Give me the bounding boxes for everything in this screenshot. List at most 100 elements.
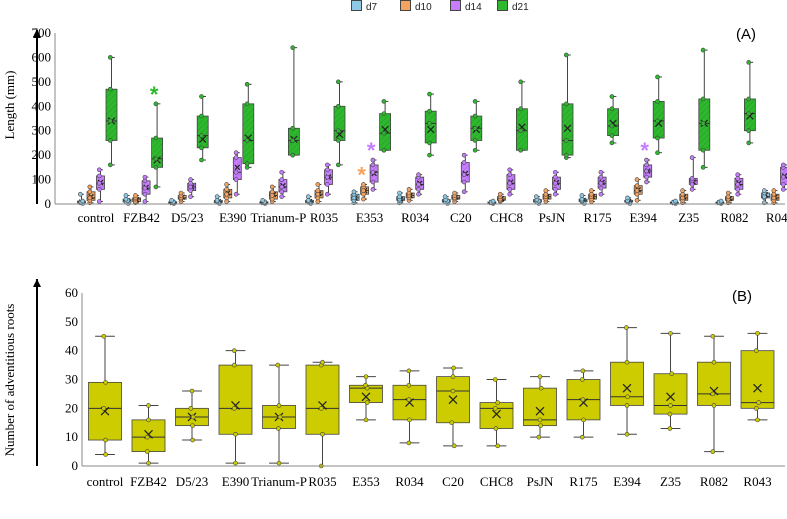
data-point [644, 162, 649, 168]
legend-label: d7 [366, 2, 378, 13]
data-point [97, 167, 102, 173]
data-point [461, 172, 467, 177]
data-point [381, 130, 387, 136]
data-point [552, 169, 558, 175]
data-point [507, 167, 513, 173]
data-point [416, 182, 421, 187]
box-iqr [740, 350, 775, 409]
data-point [689, 155, 695, 160]
box-d14-r175 [597, 169, 607, 197]
data-point [735, 191, 741, 197]
x-tick-label: control [87, 474, 124, 489]
data-point [153, 101, 159, 107]
data-point [145, 449, 150, 454]
box-iqr [561, 103, 574, 156]
data-point [335, 162, 341, 168]
data-point [97, 199, 102, 204]
data-point [581, 417, 586, 423]
data-point [492, 377, 498, 382]
data-point [624, 325, 629, 330]
box-d7-z35 [669, 198, 679, 206]
x-tick-label: E390 [222, 474, 249, 489]
box-d14-e353 [369, 157, 379, 192]
box-r175 [566, 368, 601, 440]
data-point [232, 362, 237, 368]
data-point [700, 147, 706, 153]
box-d14-psjn [552, 169, 561, 197]
data-point [753, 406, 759, 411]
box-iqr [305, 364, 340, 435]
y-tick-label: 500 [32, 74, 52, 89]
box-d7-r043 [761, 188, 770, 206]
legend-label: d14 [465, 2, 482, 13]
box-d7-r035 [305, 194, 314, 206]
data-point [598, 180, 604, 186]
y-tick-label: 100 [32, 172, 52, 187]
data-point [609, 123, 615, 129]
data-point [624, 431, 630, 437]
y-tick-label: 300 [32, 123, 52, 138]
box-d10-r035 [314, 182, 324, 204]
data-point [461, 189, 467, 195]
data-point [324, 162, 330, 168]
box-iqr [460, 162, 470, 183]
data-point [108, 86, 113, 92]
data-point [780, 182, 786, 187]
data-point [324, 182, 330, 187]
data-point [108, 55, 113, 60]
box-z35 [653, 331, 688, 431]
mean-marker [535, 406, 545, 416]
data-point [552, 180, 558, 186]
panel-b-boxes [88, 325, 775, 469]
panel-a-ylabel: Length (mm) [2, 71, 17, 140]
box-d21-control [105, 55, 118, 168]
x-tick-label: C20 [442, 474, 464, 489]
x-tick-label: FZB42 [130, 474, 167, 489]
data-point [746, 111, 752, 116]
data-point [449, 420, 455, 426]
data-point [655, 118, 660, 124]
data-point [579, 377, 585, 382]
data-point [87, 189, 93, 195]
box-d10-trianum-p [268, 184, 278, 204]
data-point [279, 177, 285, 182]
legend-label: d21 [512, 2, 529, 13]
data-point [370, 187, 376, 192]
data-point [746, 140, 752, 146]
data-point [495, 443, 501, 449]
data-point [233, 169, 239, 175]
x-tick-label: D5/23 [176, 474, 209, 489]
box-d10-c20 [451, 190, 461, 204]
box-d14-c20 [460, 152, 470, 195]
box-d21-psjn [561, 52, 574, 160]
y-tick-label: 40 [65, 343, 78, 358]
data-point [244, 161, 250, 166]
data-point [598, 169, 604, 175]
x-tick-label: R175 [569, 474, 597, 489]
data-point [497, 191, 503, 197]
data-point [644, 157, 649, 163]
data-point [490, 198, 496, 204]
data-point [472, 125, 478, 131]
data-point [305, 194, 311, 199]
y-axis-arrowhead [33, 279, 41, 287]
data-point [598, 191, 604, 197]
data-point [406, 440, 412, 446]
data-point [710, 391, 716, 397]
x-tick-label: Trianum-P [250, 210, 306, 225]
data-point [142, 199, 148, 204]
data-point [363, 417, 369, 423]
data-point [97, 187, 102, 192]
data-point [244, 101, 250, 107]
data-point [406, 397, 412, 402]
data-point [351, 189, 357, 195]
data-point [452, 190, 457, 196]
data-point [552, 191, 558, 197]
box-d10-e390 [223, 182, 233, 204]
data-point [507, 187, 513, 192]
data-point [563, 138, 569, 143]
x-tick-label: R175 [584, 210, 612, 225]
x-tick-label: E390 [219, 210, 246, 225]
data-point [644, 174, 649, 180]
data-point [689, 187, 695, 192]
